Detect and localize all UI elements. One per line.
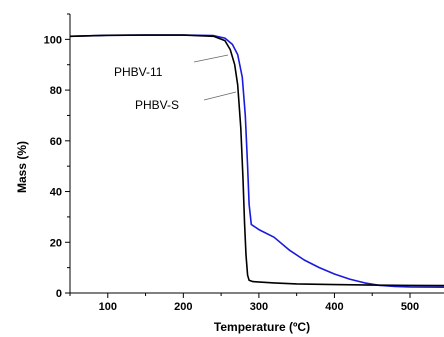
y-tick-label: 0 xyxy=(56,288,62,300)
x-tick-label: 100 xyxy=(99,301,117,313)
x-tick-label: 400 xyxy=(325,301,343,313)
y-tick-label: 40 xyxy=(50,187,62,199)
ticks xyxy=(65,13,411,298)
annotation-phbv-11: PHBV-11 xyxy=(114,65,163,79)
annotation-leader-phbv-11 xyxy=(193,54,229,63)
annotation-leader-phbv-s xyxy=(203,91,237,101)
series-group xyxy=(69,34,444,288)
x-axis-title: Temperature (ºC) xyxy=(214,320,310,334)
y-axis-title: Mass (%) xyxy=(15,141,29,193)
y-tick-label: 20 xyxy=(50,237,62,249)
tick-labels: 100 200 300 400 500 0 20 40 60 80 100 xyxy=(44,34,420,313)
axes xyxy=(69,14,444,294)
y-tick-label: 60 xyxy=(50,136,62,148)
y-tick-label: 80 xyxy=(50,85,62,97)
series-line-phbv-s xyxy=(69,34,444,287)
x-tick-label: 200 xyxy=(174,301,192,313)
x-tick-label: 500 xyxy=(401,301,419,313)
x-tick-label: 300 xyxy=(250,301,268,313)
annotation-phbv-s: PHBV-S xyxy=(135,98,179,112)
y-tick-label: 100 xyxy=(44,34,62,46)
